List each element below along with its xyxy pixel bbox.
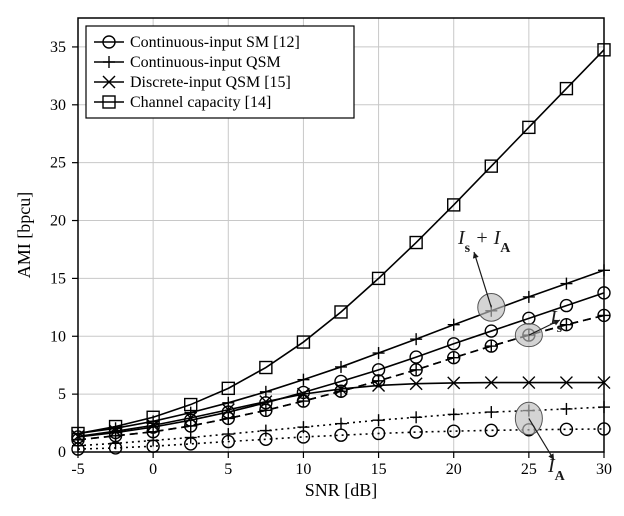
svg-text:10: 10 bbox=[295, 461, 311, 478]
svg-text:-5: -5 bbox=[71, 461, 84, 478]
svg-text:30: 30 bbox=[596, 461, 612, 478]
svg-text:10: 10 bbox=[50, 328, 66, 345]
legend-item-label: Continuous-input QSM bbox=[130, 54, 281, 71]
svg-text:30: 30 bbox=[50, 97, 66, 114]
svg-text:0: 0 bbox=[149, 461, 157, 478]
y-axis-label: AMI [bpcu] bbox=[14, 192, 34, 278]
svg-text:15: 15 bbox=[50, 270, 66, 287]
svg-text:25: 25 bbox=[50, 155, 66, 172]
svg-text:0: 0 bbox=[58, 444, 66, 461]
svg-text:20: 20 bbox=[446, 461, 462, 478]
svg-text:15: 15 bbox=[371, 461, 387, 478]
svg-text:20: 20 bbox=[50, 213, 66, 230]
legend-item-label: Discrete-input QSM [15] bbox=[130, 74, 291, 91]
x-axis-label: SNR [dB] bbox=[305, 480, 378, 500]
svg-text:5: 5 bbox=[224, 461, 232, 478]
svg-text:35: 35 bbox=[50, 39, 66, 56]
ami-vs-snr-chart: -5 0 5 10 15 20 25 30 0 5 10 15 20 25 30 35 SNR [dB] AMI … bbox=[0, 0, 624, 516]
legend-item-label: Channel capacity [14] bbox=[130, 94, 271, 111]
svg-text:5: 5 bbox=[58, 386, 66, 403]
legend-item-label: Continuous-input SM [12] bbox=[130, 34, 300, 51]
svg-text:25: 25 bbox=[521, 461, 537, 478]
